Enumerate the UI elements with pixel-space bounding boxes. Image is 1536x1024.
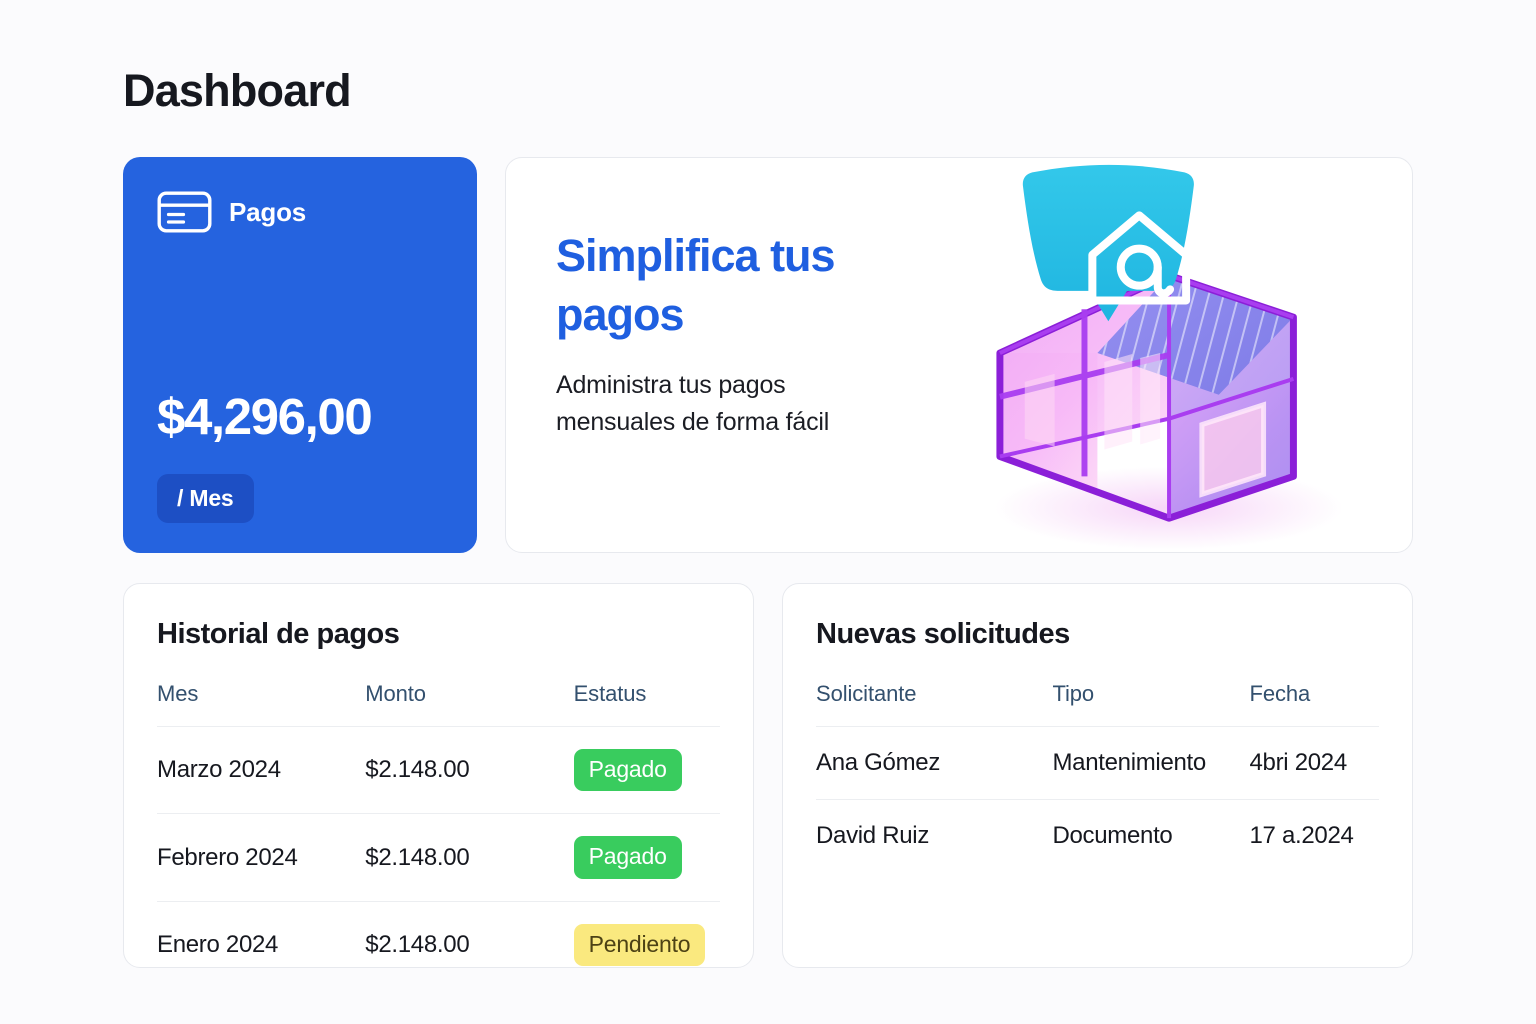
- payment-history-table: Mes Monto Estatus Marzo 2024 $2.148.00 P…: [157, 681, 720, 988]
- cell-tipo: Documento: [1052, 822, 1173, 849]
- bottom-row: Historial de pagos Mes Monto Estatus Mar…: [123, 583, 1413, 968]
- payments-amount: $4,296,00: [157, 388, 373, 445]
- table-row[interactable]: Marzo 2024 $2.148.00 Pagado: [157, 726, 720, 815]
- table-row[interactable]: Enero 2024 $2.148.00 Pendiento: [157, 901, 720, 988]
- column-header-fecha: Fecha: [1249, 681, 1379, 727]
- cell-monto: $2.148.00: [365, 726, 574, 815]
- payment-history-title: Historial de pagos: [157, 618, 400, 650]
- status-badge: Pendiento: [573, 923, 706, 967]
- cell-mes: Enero 2024: [157, 931, 279, 959]
- table-row[interactable]: Ana Gómez Mantenimiento 4bri 2024: [816, 726, 1379, 800]
- column-header-monto: Monto: [365, 681, 574, 727]
- column-header-mes: Mes: [157, 681, 366, 727]
- cell-solicitante: Ana Gómez: [816, 726, 1053, 800]
- promo-subtitle: Administra tus pagos mensuales de forma …: [556, 370, 830, 437]
- column-header-tipo: Tipo: [1052, 681, 1250, 727]
- promo-card[interactable]: Simplifica tus pagos Administra tus pago…: [505, 157, 1413, 553]
- top-row: Pagos $4,296,00 / Mes Simplifica tus pag…: [123, 157, 1413, 553]
- cell-solicitante: David Ruiz: [816, 822, 930, 849]
- table-header-row: Solicitante Tipo Fecha: [816, 681, 1379, 727]
- cell-mes: Marzo 2024: [157, 726, 366, 815]
- column-header-estatus: Estatus: [573, 681, 720, 727]
- cell-fecha: 17 a.2024: [1249, 822, 1354, 849]
- table-row[interactable]: Febrero 2024 $2.148.00 Pagado: [157, 813, 720, 902]
- column-header-solicitante: Solicitante: [816, 681, 1053, 727]
- cell-mes: Febrero 2024: [157, 813, 366, 902]
- new-requests-table: Solicitante Tipo Fecha Ana Gómez Manteni…: [816, 681, 1379, 872]
- payment-history-panel: Historial de pagos Mes Monto Estatus Mar…: [123, 583, 754, 968]
- payments-summary-card[interactable]: Pagos $4,296,00 / Mes: [123, 157, 477, 553]
- isometric-glass-house-illustration: [964, 158, 1394, 552]
- new-requests-title: Nuevas solicitudes: [816, 618, 1070, 650]
- new-requests-panel: Nuevas solicitudes Solicitante Tipo Fech…: [782, 583, 1413, 968]
- payments-card-label: Pagos: [229, 196, 307, 227]
- table-header-row: Mes Monto Estatus: [157, 681, 720, 727]
- payments-card-header: Pagos: [157, 191, 443, 233]
- house-at-pin-icon: [1022, 164, 1194, 322]
- promo-text-block: Simplifica tus pagos Administra tus pago…: [556, 226, 956, 442]
- page-title: Dashboard: [123, 65, 352, 116]
- table-row[interactable]: David Ruiz Documento 17 a.2024: [816, 800, 1379, 873]
- promo-title: Simplifica tus pagos: [556, 230, 836, 341]
- cell-monto: $2.148.00: [365, 931, 470, 959]
- status-badge: Pagado: [573, 836, 682, 879]
- cell-monto: $2.148.00: [365, 813, 574, 902]
- period-badge[interactable]: / Mes: [157, 474, 254, 523]
- status-badge: Pagado: [573, 749, 682, 792]
- cell-tipo: Mantenimiento: [1052, 726, 1250, 800]
- cell-fecha: 4bri 2024: [1249, 726, 1379, 800]
- credit-card-icon: [157, 191, 212, 233]
